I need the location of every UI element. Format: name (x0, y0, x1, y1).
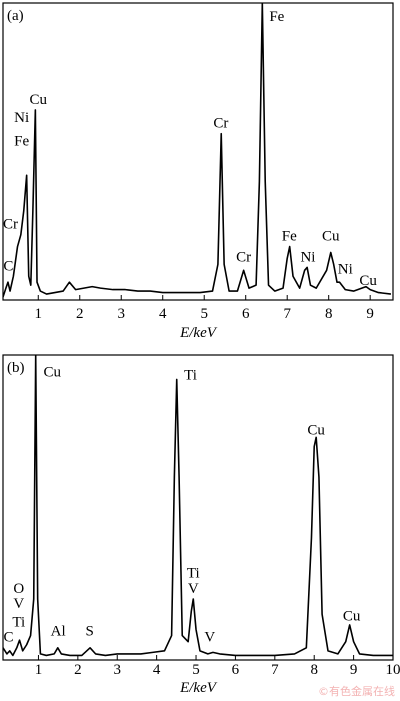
peak-label: S (85, 624, 93, 640)
x-tick-label: 3 (117, 306, 125, 322)
peak-label: Cr (236, 249, 251, 265)
plot-frame (2, 354, 394, 661)
peak-label: V (188, 581, 199, 597)
x-tick-label: 1 (35, 662, 43, 678)
plot-frame (2, 2, 394, 301)
x-tick-label: 6 (232, 662, 240, 678)
peak-label: Cr (213, 116, 228, 132)
x-tick-label: 8 (325, 306, 333, 322)
peak-label: Cu (307, 422, 325, 438)
x-tick-label: 5 (200, 306, 208, 322)
panel-label: (a) (7, 8, 24, 24)
peak-label: Cu (43, 364, 61, 380)
peak-label: C (3, 258, 13, 274)
x-tick-label: 4 (159, 306, 167, 322)
peak-label: Ti (12, 614, 25, 630)
x-tick-label: 5 (192, 662, 200, 678)
plot-area (3, 355, 393, 657)
x-axis-label: E/keV (179, 325, 218, 341)
peak-label: Fe (269, 9, 284, 25)
peak-label: O (13, 581, 24, 597)
x-tick-label: 8 (310, 662, 318, 678)
peak-label: Ni (338, 261, 353, 277)
peak-label: Cu (359, 273, 377, 289)
spectrum-line (3, 3, 392, 298)
peak-label: Cr (3, 217, 18, 233)
peak-label: Cu (322, 229, 340, 245)
peak-label: V (204, 630, 215, 646)
x-tick-label: 3 (113, 662, 121, 678)
panel-label: (b) (7, 360, 25, 376)
plot-area (3, 3, 392, 298)
peak-label: Ni (300, 249, 315, 265)
x-axis-label: E/keV (179, 680, 218, 696)
peak-label: Fe (282, 229, 297, 245)
x-tick-label: 9 (350, 662, 358, 678)
peak-label: Fe (14, 134, 29, 150)
x-tick-label: 2 (76, 306, 84, 322)
peak-label: Cu (343, 608, 361, 624)
x-tick-label: 4 (153, 662, 161, 678)
peak-label: Cu (30, 92, 48, 108)
x-tick-label: 9 (366, 306, 374, 322)
spectrum-line (3, 355, 393, 657)
peak-label: Ti (184, 367, 197, 383)
watermark: ©有色金属在线 (318, 684, 395, 698)
x-tick-label: 2 (74, 662, 82, 678)
x-tick-label: 7 (271, 662, 279, 678)
x-tick-label: 10 (386, 662, 400, 678)
peak-label: Ti (187, 566, 200, 582)
x-tick-label: 1 (35, 306, 43, 322)
x-tick-label: 6 (242, 306, 250, 322)
peak-label: V (13, 596, 24, 612)
peak-label: Al (51, 624, 66, 640)
peak-label: C (4, 630, 14, 646)
x-tick-label: 7 (283, 306, 291, 322)
peak-label: Ni (14, 110, 29, 126)
